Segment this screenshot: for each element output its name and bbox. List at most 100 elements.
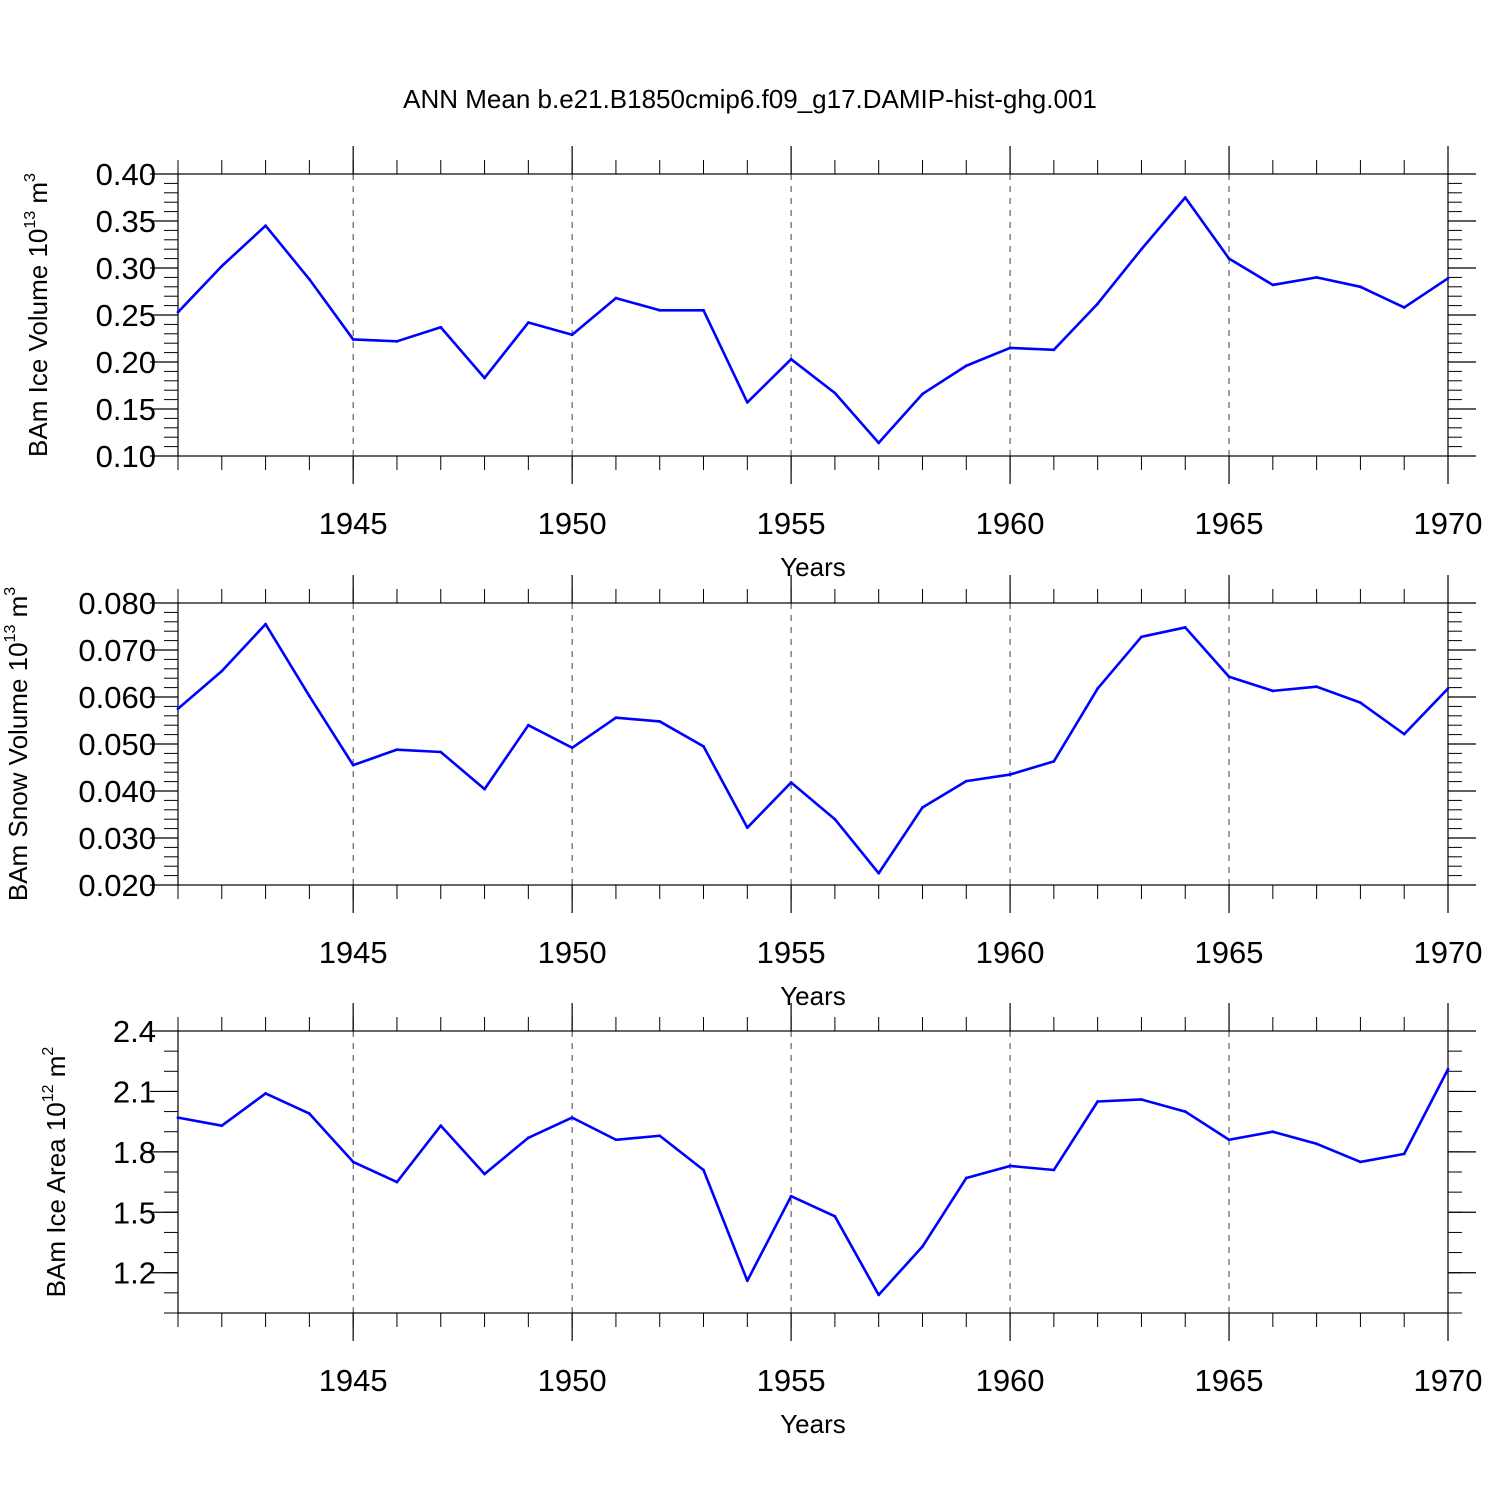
data-point: [964, 1176, 968, 1180]
data-point: [439, 325, 443, 329]
y-axis-label-unit-exponent: 3: [2, 587, 19, 596]
data-point: [614, 716, 618, 720]
data-point: [307, 1112, 311, 1115]
data-point: [745, 1279, 749, 1283]
data-point: [483, 1172, 486, 1176]
y-tick-label: 0.30: [96, 251, 156, 286]
y-tick-label: 0.040: [78, 774, 156, 809]
data-point: [351, 763, 355, 767]
x-tick-label: 1965: [1195, 1363, 1264, 1398]
data-point: [658, 720, 662, 723]
data-point: [1096, 302, 1100, 306]
y-axis-label-unit: m: [41, 1056, 71, 1085]
y-tick-label: 1.5: [113, 1195, 156, 1230]
chart-panel-2: 0.020 0.030 0.040 0.050 0.060 0.070 0.080 1945 1…: [2, 575, 1482, 1011]
data-point: [264, 224, 267, 228]
data-point: [526, 1136, 530, 1140]
data-point: [526, 723, 530, 727]
y-tick-label: 1.8: [113, 1135, 156, 1170]
data-point: [264, 622, 267, 626]
plot-frame: [177, 173, 1449, 457]
data-point: [1359, 285, 1362, 289]
chart-panel-3: 1.2 1.5 1.8 2.1 2.4 1945 1950 1955 1960 1965 1970 Y…: [40, 1003, 1482, 1439]
data-point: [1183, 1110, 1187, 1113]
y-axis-label: BAm Snow Volume 1013 m3: [2, 587, 33, 901]
data-point: [1008, 773, 1012, 776]
data-point: [964, 779, 968, 783]
y-axis-label-exponent: 13: [2, 625, 19, 643]
x-tick-label: 1965: [1195, 935, 1264, 970]
data-point: [1183, 626, 1187, 629]
data-point: [483, 376, 486, 380]
y-tick-label: 0.020: [78, 868, 156, 903]
data-point: [789, 357, 793, 361]
x-tick-label: 1970: [1414, 506, 1483, 541]
y-tick-label: 0.030: [78, 821, 156, 856]
y-tick-label: 0.25: [96, 298, 156, 333]
data-point: [1271, 283, 1275, 287]
y-tick-label: 1.2: [113, 1256, 156, 1291]
y-axis-label: BAm Ice Area 1012 m2: [40, 1047, 71, 1298]
y-tick-label: 0.15: [96, 392, 156, 427]
data-point: [351, 1160, 355, 1164]
data-point: [1315, 276, 1319, 279]
data-point: [570, 1116, 574, 1120]
y-axis-label-text: BAm Ice Area 10: [41, 1102, 71, 1297]
data-point: [570, 746, 574, 750]
data-point: [1271, 689, 1275, 693]
data-point: [658, 308, 662, 312]
y-tick-label: 0.35: [96, 204, 156, 239]
x-axis-label: Years: [780, 1409, 846, 1439]
y-tick-label: 0.10: [96, 439, 156, 474]
data-point: [220, 669, 224, 673]
data-point: [745, 826, 749, 830]
data-point: [1446, 276, 1450, 280]
data-point: [307, 694, 311, 698]
x-tick-label: 1955: [757, 1363, 826, 1398]
data-point: [220, 264, 224, 268]
data-point: [395, 748, 399, 752]
data-point: [1359, 701, 1362, 705]
x-tick-label: 1945: [319, 935, 388, 970]
series-line-1: [177, 622, 1449, 875]
data-point: [1096, 687, 1100, 690]
data-point: [833, 1214, 837, 1218]
data-point: [702, 744, 705, 748]
y-tick-label: 0.060: [78, 680, 156, 715]
data-point: [395, 1180, 399, 1184]
x-tick-label: 1955: [757, 506, 826, 541]
y-axis-label: BAm Ice Volume 1013 m3: [22, 173, 53, 457]
data-point: [921, 392, 924, 396]
data-point: [1096, 1100, 1100, 1103]
data-point: [1359, 1160, 1362, 1164]
x-tick-label: 1970: [1414, 1363, 1483, 1398]
y-tick-label: 2.4: [113, 1014, 156, 1049]
y-tick-label: 0.40: [96, 157, 156, 192]
data-point: [176, 707, 180, 711]
x-tick-label: 1955: [757, 935, 826, 970]
y-axis-label-exponent: 12: [40, 1084, 57, 1102]
data-point: [1008, 346, 1012, 350]
data-point: [745, 401, 749, 404]
data-point: [1227, 675, 1231, 679]
y-axis-label-text: BAm Ice Volume 10: [23, 229, 53, 457]
data-point: [1052, 1168, 1056, 1172]
x-tick-label: 1965: [1195, 506, 1264, 541]
x-tick-label: 1945: [319, 506, 388, 541]
data-point: [789, 781, 793, 784]
y-axis-label-unit-exponent: 2: [40, 1047, 57, 1056]
data-point: [921, 806, 924, 809]
data-point: [921, 1245, 924, 1248]
data-point: [833, 391, 837, 395]
y-axis-label-unit: m: [23, 182, 53, 211]
x-axis-label: Years: [780, 552, 846, 582]
data-point: [1140, 247, 1143, 251]
data-point: [526, 321, 530, 324]
data-point: [1271, 1130, 1275, 1134]
data-point: [1183, 196, 1187, 199]
data-point: [395, 339, 399, 343]
data-point: [614, 296, 618, 300]
data-point: [702, 1168, 705, 1172]
data-point: [1008, 1164, 1012, 1168]
